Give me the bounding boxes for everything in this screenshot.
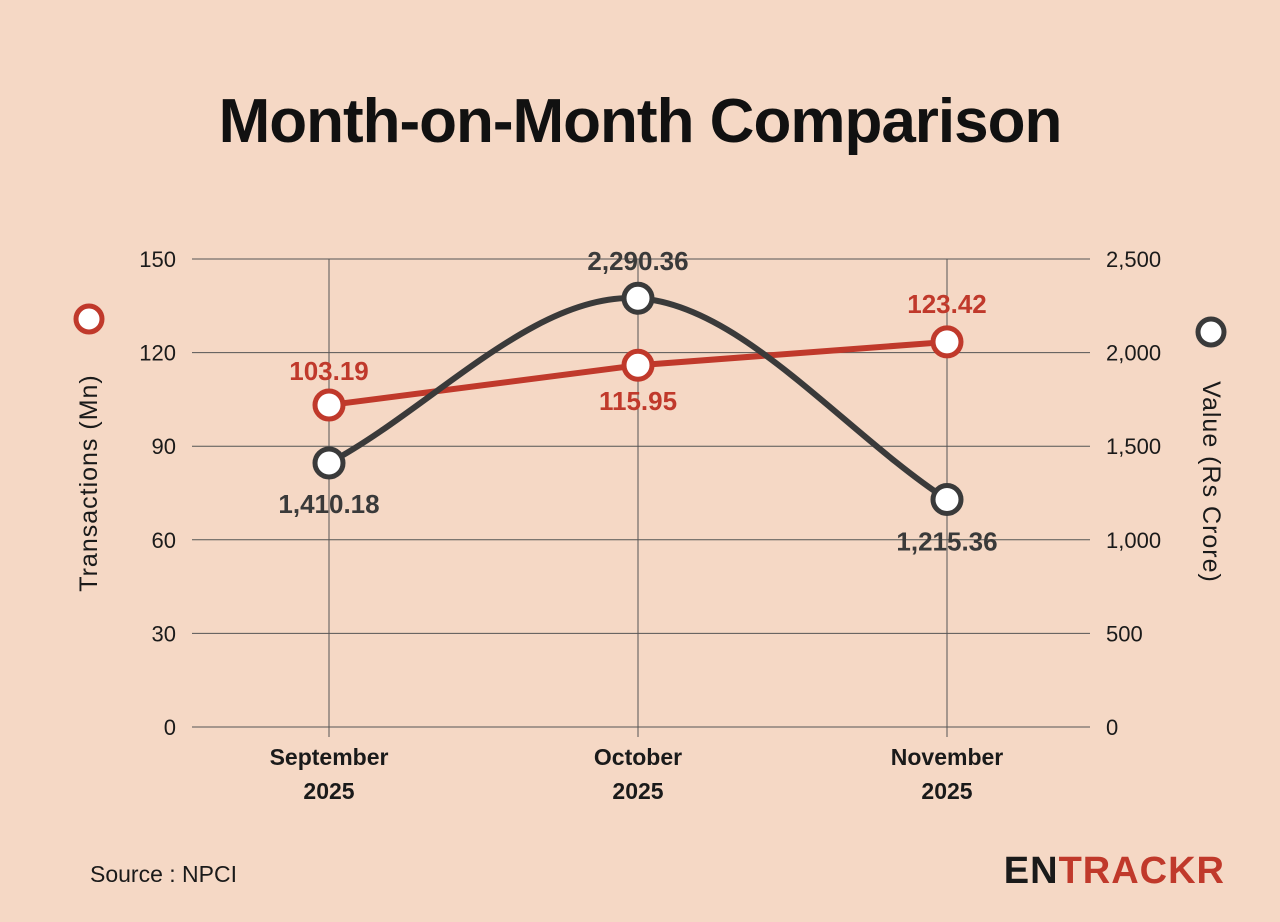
- value-point: [930, 482, 964, 516]
- transactions-point: [930, 325, 964, 359]
- entrackr-logo: ENTRACKR: [1004, 850, 1225, 892]
- x-tick-label: September 2025: [270, 744, 389, 804]
- right-tick-label: 0: [1106, 715, 1118, 740]
- source-note: Source : NPCI: [90, 861, 237, 887]
- right-tick-label: 500: [1106, 621, 1143, 646]
- left-tick-label: 30: [152, 621, 176, 646]
- x-tick-line: 2025: [612, 778, 663, 804]
- transactions-point: [621, 348, 655, 382]
- x-tick-label: October 2025: [594, 744, 682, 804]
- right-tick-label: 1,500: [1106, 434, 1161, 459]
- axis-ticks: 0 0 30 500 60 1,000 90 1,500 120 2,000 150 2,500 Sep…: [139, 247, 1161, 804]
- value-data-label: 1,410.18: [278, 489, 379, 519]
- right-tick-label: 1,000: [1106, 528, 1161, 553]
- value-point: [621, 281, 655, 315]
- x-tick-line: 2025: [921, 778, 972, 804]
- transactions-point: [312, 388, 346, 422]
- value-point: [312, 446, 346, 480]
- x-tick-line: October: [594, 744, 682, 770]
- left-axis-title: Transactions (Mn): [75, 374, 103, 592]
- left-tick-label: 0: [164, 715, 176, 740]
- chart-title: Month-on-Month Comparison: [219, 87, 1062, 156]
- x-tick-line: 2025: [303, 778, 354, 804]
- right-tick-label: 2,500: [1106, 247, 1161, 272]
- right-axis-title: Value (Rs Crore): [1197, 381, 1225, 583]
- x-tick-line: November: [891, 744, 1004, 770]
- right-tick-label: 2,000: [1106, 341, 1161, 366]
- left-tick-label: 150: [139, 247, 176, 272]
- transactions-legend-marker: [73, 303, 105, 335]
- series: [312, 281, 964, 516]
- x-tick-label: November 2025: [891, 744, 1004, 804]
- transactions-data-label: 123.42: [907, 289, 987, 319]
- value-data-label: 2,290.36: [587, 246, 688, 276]
- transactions-data-label: 103.19: [289, 356, 369, 386]
- left-tick-label: 120: [139, 341, 176, 366]
- value-legend-marker: [1195, 316, 1227, 348]
- value-data-label: 1,215.36: [896, 526, 997, 556]
- logo-part-en: EN: [1004, 850, 1059, 892]
- transactions-data-label: 115.95: [599, 386, 677, 416]
- left-tick-label: 60: [152, 528, 176, 553]
- logo-part-trackr: TRACKR: [1059, 850, 1225, 892]
- left-tick-label: 90: [152, 434, 176, 459]
- x-tick-line: September: [270, 744, 389, 770]
- data-labels: 103.19 115.95 123.42 1,410.18 2,290.36 1,215.…: [278, 246, 997, 556]
